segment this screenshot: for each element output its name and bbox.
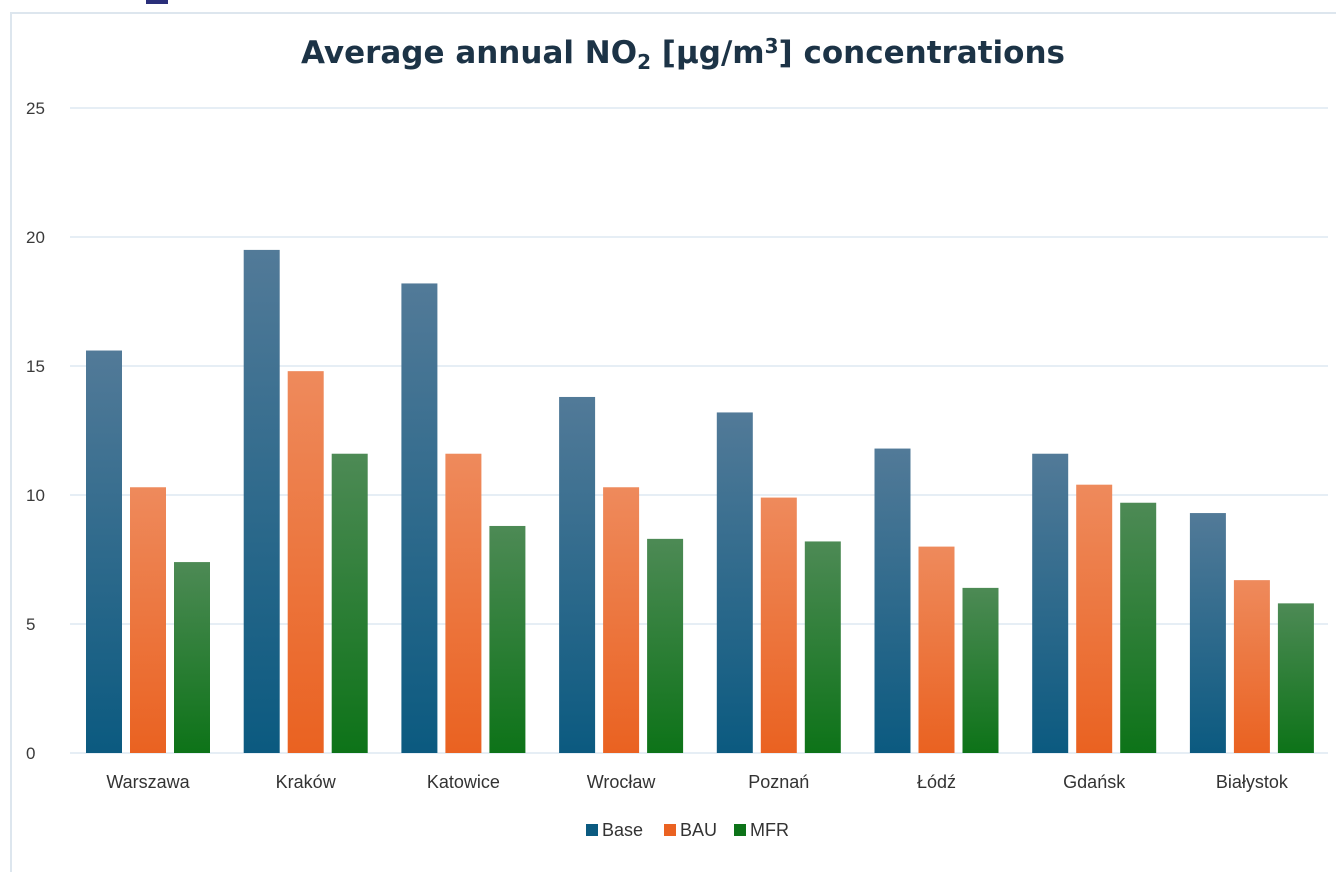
x-category-label: Kraków xyxy=(276,772,337,792)
bars xyxy=(86,249,1314,753)
chart-title-middle: [µg/m xyxy=(651,35,765,71)
bar-mfr-1 xyxy=(331,453,368,753)
bar-bau-2 xyxy=(445,453,482,753)
legend-swatch-base xyxy=(586,824,598,836)
chart-title-subscript: 2 xyxy=(637,50,652,74)
legend: Base BAU MFR xyxy=(586,820,789,840)
legend-label-mfr: MFR xyxy=(750,820,789,840)
x-category-label: Łódź xyxy=(917,772,956,792)
y-tick-label: 15 xyxy=(26,357,45,376)
legend-swatch-bau xyxy=(664,824,676,836)
chart-title-prefix: Average annual NO xyxy=(300,35,638,71)
x-category-label: Wrocław xyxy=(587,772,657,792)
bar-base-2 xyxy=(401,283,438,753)
bar-base-0 xyxy=(86,350,122,753)
y-axis-tick-labels: 0 5 10 15 20 25 xyxy=(26,99,45,763)
corner-mark xyxy=(146,0,168,4)
bar-mfr-4 xyxy=(804,541,841,753)
bar-base-7 xyxy=(1189,513,1226,753)
bar-bau-7 xyxy=(1233,580,1270,753)
bar-mfr-7 xyxy=(1277,603,1314,753)
bar-bau-6 xyxy=(1076,484,1113,753)
x-category-label: Gdańsk xyxy=(1063,772,1126,792)
bar-base-6 xyxy=(1032,453,1069,753)
x-category-label: Białystok xyxy=(1216,772,1289,792)
bar-bau-0 xyxy=(130,487,166,753)
x-category-label: Poznań xyxy=(748,772,809,792)
bar-mfr-2 xyxy=(489,525,526,753)
bar-bau-1 xyxy=(287,371,324,753)
bar-base-1 xyxy=(243,249,280,753)
bar-mfr-3 xyxy=(647,538,684,753)
bar-base-5 xyxy=(874,448,911,753)
y-tick-label: 5 xyxy=(26,615,35,634)
y-tick-label: 10 xyxy=(26,486,45,505)
x-axis-category-labels: Warszawa Kraków Katowice Wrocław Poznań Łódź G… xyxy=(106,772,1289,792)
chart-title-suffix: ] concentrations xyxy=(778,35,1065,71)
legend-swatch-mfr xyxy=(734,824,746,836)
x-category-label: Katowice xyxy=(427,772,500,792)
bar-base-4 xyxy=(716,412,753,753)
bar-mfr-0 xyxy=(174,562,210,753)
legend-label-bau: BAU xyxy=(680,820,717,840)
bar-bau-4 xyxy=(760,497,797,753)
bar-bau-5 xyxy=(918,546,955,753)
x-category-label: Warszawa xyxy=(106,772,190,792)
legend-label-base: Base xyxy=(602,820,643,840)
bar-base-3 xyxy=(559,396,596,753)
chart-frame xyxy=(10,12,1336,872)
chart-title: Average annual NO2 [µg/m3] concentration… xyxy=(0,34,1336,74)
y-tick-label: 0 xyxy=(26,744,35,763)
chart-title-superscript: 3 xyxy=(764,34,779,58)
y-tick-label: 25 xyxy=(26,99,45,118)
bar-bau-3 xyxy=(603,487,640,753)
y-tick-label: 20 xyxy=(26,228,45,247)
bar-mfr-5 xyxy=(962,587,999,753)
bar-mfr-6 xyxy=(1120,502,1157,753)
